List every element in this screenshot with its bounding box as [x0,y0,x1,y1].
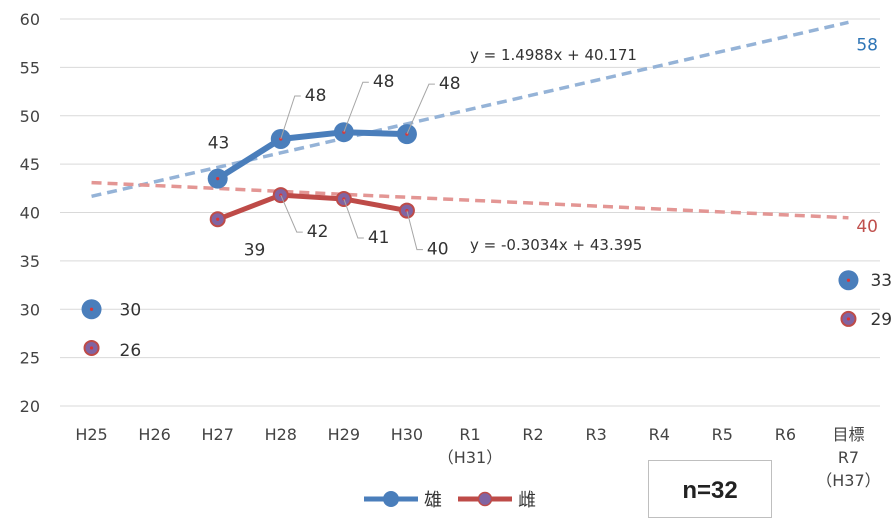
y-tick-label: 60 [20,10,40,29]
legend-item-male: 雄 [362,486,442,512]
trendline-0 [91,20,849,199]
x-tick-label: （H37） [816,471,880,490]
series-point-center [89,307,94,311]
leader-line [280,194,303,233]
data-label: 30 [120,300,142,320]
series-point-center [89,346,94,350]
leader-line [406,83,435,135]
series-point-center [216,217,220,221]
data-label: 48 [373,72,395,92]
leader-line [406,210,423,251]
leader-line [280,95,301,140]
y-tick-label: 30 [20,300,40,319]
data-label: 33 [870,271,892,291]
y-tick-label: 50 [20,107,40,126]
legend: 雄 雌 [362,486,550,512]
x-tick-label: R2 [522,425,543,444]
data-label: 29 [870,310,892,330]
trendline-equation: y = -0.3034x + 43.395 [470,236,642,254]
x-tick-label: R6 [775,425,796,444]
legend-item-female: 雌 [456,486,536,512]
trendline-1 [91,180,849,220]
trendline-end-label: 40 [856,217,878,237]
data-label: 48 [305,86,327,106]
x-tick-label: H29 [328,425,360,444]
trendline-equation: y = 1.4988x + 40.171 [470,46,637,64]
x-tick-label: R7 [838,448,859,467]
sample-size-box: n=32 [648,460,772,518]
legend-swatch-male [364,491,418,507]
y-tick-label: 35 [20,252,40,271]
legend-swatch-female [458,491,512,507]
legend-label-male: 雄 [424,490,442,511]
x-tick-label: R5 [712,425,733,444]
leader-line [343,81,369,133]
x-tick-label: R3 [586,425,607,444]
x-tick-label: （H31） [438,448,502,467]
x-tick-label: R4 [649,425,670,444]
data-label: 48 [439,74,461,94]
y-tick-label: 25 [20,349,40,368]
data-label: 42 [307,222,329,242]
x-tick-label: H26 [138,425,170,444]
series-line-1 [216,192,408,222]
x-tick-label: H30 [391,425,423,444]
data-label: 26 [120,341,142,361]
x-tick-label: H27 [201,425,233,444]
series-line-0 [216,129,408,182]
series-point-center [846,278,851,282]
x-tick-label: R1 [459,425,480,444]
series-point-center [846,317,851,321]
series-point-center [216,177,220,181]
y-tick-label: 55 [20,58,40,77]
sample-size-label: n=32 [682,477,738,504]
y-tick-label: 20 [20,397,40,416]
x-tick-label: 目標 [832,425,864,444]
y-tick-label: 40 [20,204,40,223]
data-label: 43 [208,134,230,154]
legend-label-female: 雌 [518,490,536,511]
data-label: 41 [368,228,390,248]
data-label: 40 [427,240,449,260]
y-tick-label: 45 [20,155,40,174]
data-label: 39 [244,240,266,260]
x-tick-label: H28 [265,425,297,444]
leader-line [343,198,364,239]
trendline-end-label: 58 [856,35,878,55]
x-tick-label: H25 [75,425,107,444]
line-chart: 20 25 30 35 40 45 50 55 60 H25 H26 H27 H28 H29 H30 R1 （H… [20,10,892,490]
